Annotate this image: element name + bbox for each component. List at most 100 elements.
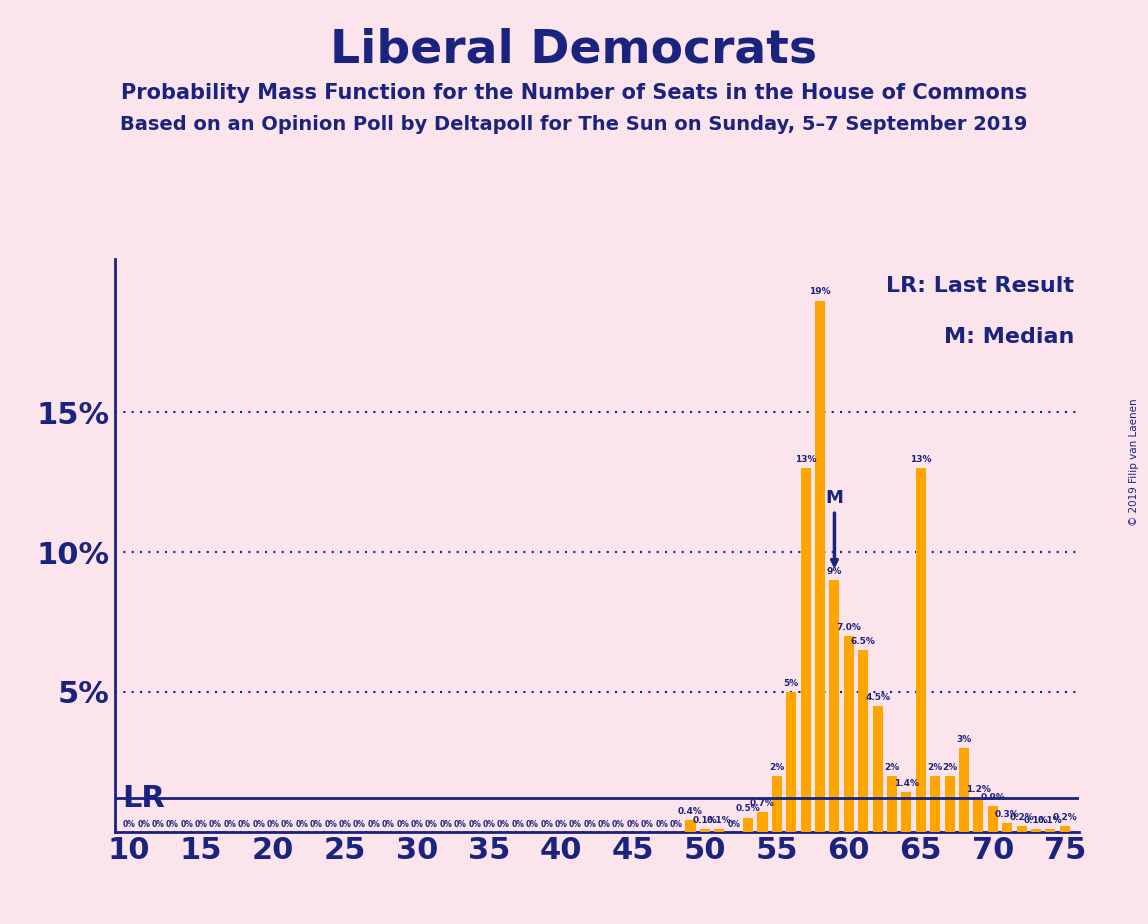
Bar	[901, 793, 912, 832]
Bar	[974, 798, 984, 832]
Text: 13%: 13%	[794, 456, 816, 464]
Text: 0%: 0%	[238, 821, 250, 830]
Bar	[743, 818, 753, 832]
Text: 0%: 0%	[209, 821, 222, 830]
Text: 0%: 0%	[339, 821, 351, 830]
Bar	[987, 807, 998, 832]
Text: 0.7%: 0.7%	[750, 799, 775, 808]
Text: 9%: 9%	[827, 567, 843, 576]
Text: 0%: 0%	[425, 821, 437, 830]
Text: 0.2%: 0.2%	[1053, 813, 1077, 821]
Text: 0%: 0%	[354, 821, 366, 830]
Text: 13%: 13%	[910, 456, 931, 464]
Bar	[786, 692, 797, 832]
Text: 0.4%: 0.4%	[678, 808, 703, 816]
Text: 0.2%: 0.2%	[1009, 813, 1034, 821]
Text: © 2019 Filip van Laenen: © 2019 Filip van Laenen	[1128, 398, 1139, 526]
Bar	[829, 580, 839, 832]
Bar	[685, 821, 696, 832]
Text: 0%: 0%	[641, 821, 653, 830]
Bar	[714, 829, 724, 832]
Text: 0%: 0%	[396, 821, 409, 830]
Text: 0%: 0%	[453, 821, 467, 830]
Text: 0%: 0%	[511, 821, 525, 830]
Text: 0%: 0%	[482, 821, 496, 830]
Bar	[1002, 823, 1013, 832]
Text: 0%: 0%	[627, 821, 639, 830]
Text: 0%: 0%	[727, 821, 740, 830]
Bar	[1060, 826, 1070, 832]
Text: 0%: 0%	[598, 821, 611, 830]
Bar	[859, 650, 868, 832]
Text: 0.1%: 0.1%	[1024, 816, 1048, 824]
Text: 0%: 0%	[541, 821, 553, 830]
Text: M: M	[825, 490, 844, 507]
Text: 0%: 0%	[295, 821, 309, 830]
Text: 0%: 0%	[554, 821, 567, 830]
Text: 0%: 0%	[612, 821, 625, 830]
Text: Probability Mass Function for the Number of Seats in the House of Commons: Probability Mass Function for the Number…	[121, 83, 1027, 103]
Text: 2%: 2%	[928, 762, 943, 772]
Bar	[844, 636, 854, 832]
Text: 0%: 0%	[569, 821, 582, 830]
Text: 0%: 0%	[583, 821, 596, 830]
Bar	[815, 300, 825, 832]
Text: 0.1%: 0.1%	[707, 816, 731, 824]
Text: 1.4%: 1.4%	[894, 779, 918, 788]
Text: 0%: 0%	[266, 821, 280, 830]
Text: LR: LR	[122, 784, 165, 812]
Text: 5%: 5%	[784, 679, 799, 687]
Text: 0%: 0%	[166, 821, 179, 830]
Text: 0%: 0%	[281, 821, 294, 830]
Bar	[887, 776, 897, 832]
Bar	[1031, 829, 1041, 832]
Text: 0%: 0%	[367, 821, 380, 830]
Text: 0%: 0%	[137, 821, 150, 830]
Bar	[945, 776, 955, 832]
Text: 3%: 3%	[956, 735, 971, 744]
Bar	[916, 468, 925, 832]
Bar	[771, 776, 782, 832]
Text: 0%: 0%	[440, 821, 452, 830]
Bar	[930, 776, 940, 832]
Text: 0%: 0%	[497, 821, 510, 830]
Text: Liberal Democrats: Liberal Democrats	[331, 28, 817, 73]
Text: 0%: 0%	[526, 821, 538, 830]
Bar	[1046, 829, 1055, 832]
Text: 0%: 0%	[180, 821, 193, 830]
Text: 7.0%: 7.0%	[837, 623, 861, 632]
Text: 0%: 0%	[310, 821, 323, 830]
Text: 0%: 0%	[656, 821, 668, 830]
Text: 0.9%: 0.9%	[980, 794, 1006, 802]
Bar	[872, 706, 883, 832]
Text: 2%: 2%	[769, 762, 784, 772]
Text: 0%: 0%	[195, 821, 208, 830]
Text: 0%: 0%	[382, 821, 395, 830]
Text: 1.2%: 1.2%	[965, 784, 991, 794]
Text: 0%: 0%	[224, 821, 236, 830]
Text: 2%: 2%	[884, 762, 900, 772]
Text: 0%: 0%	[253, 821, 265, 830]
Text: M: Median: M: Median	[944, 327, 1075, 347]
Text: 0.1%: 0.1%	[692, 816, 718, 824]
Text: 4.5%: 4.5%	[866, 693, 890, 701]
Text: 6.5%: 6.5%	[851, 637, 876, 646]
Text: 19%: 19%	[809, 287, 831, 297]
Text: 0.3%: 0.3%	[995, 810, 1019, 819]
Bar	[700, 829, 709, 832]
Text: 0%: 0%	[152, 821, 164, 830]
Bar	[800, 468, 810, 832]
Bar	[1016, 826, 1026, 832]
Text: 0%: 0%	[411, 821, 424, 830]
Text: 2%: 2%	[943, 762, 957, 772]
Text: 0.5%: 0.5%	[736, 805, 760, 813]
Bar	[959, 748, 969, 832]
Text: 0%: 0%	[468, 821, 481, 830]
Text: 0%: 0%	[324, 821, 338, 830]
Text: 0%: 0%	[123, 821, 135, 830]
Text: 0%: 0%	[669, 821, 683, 830]
Bar	[758, 812, 768, 832]
Text: Based on an Opinion Poll by Deltapoll for The Sun on Sunday, 5–7 September 2019: Based on an Opinion Poll by Deltapoll fo…	[121, 116, 1027, 135]
Text: 0.1%: 0.1%	[1038, 816, 1063, 824]
Text: LR: Last Result: LR: Last Result	[886, 276, 1075, 296]
